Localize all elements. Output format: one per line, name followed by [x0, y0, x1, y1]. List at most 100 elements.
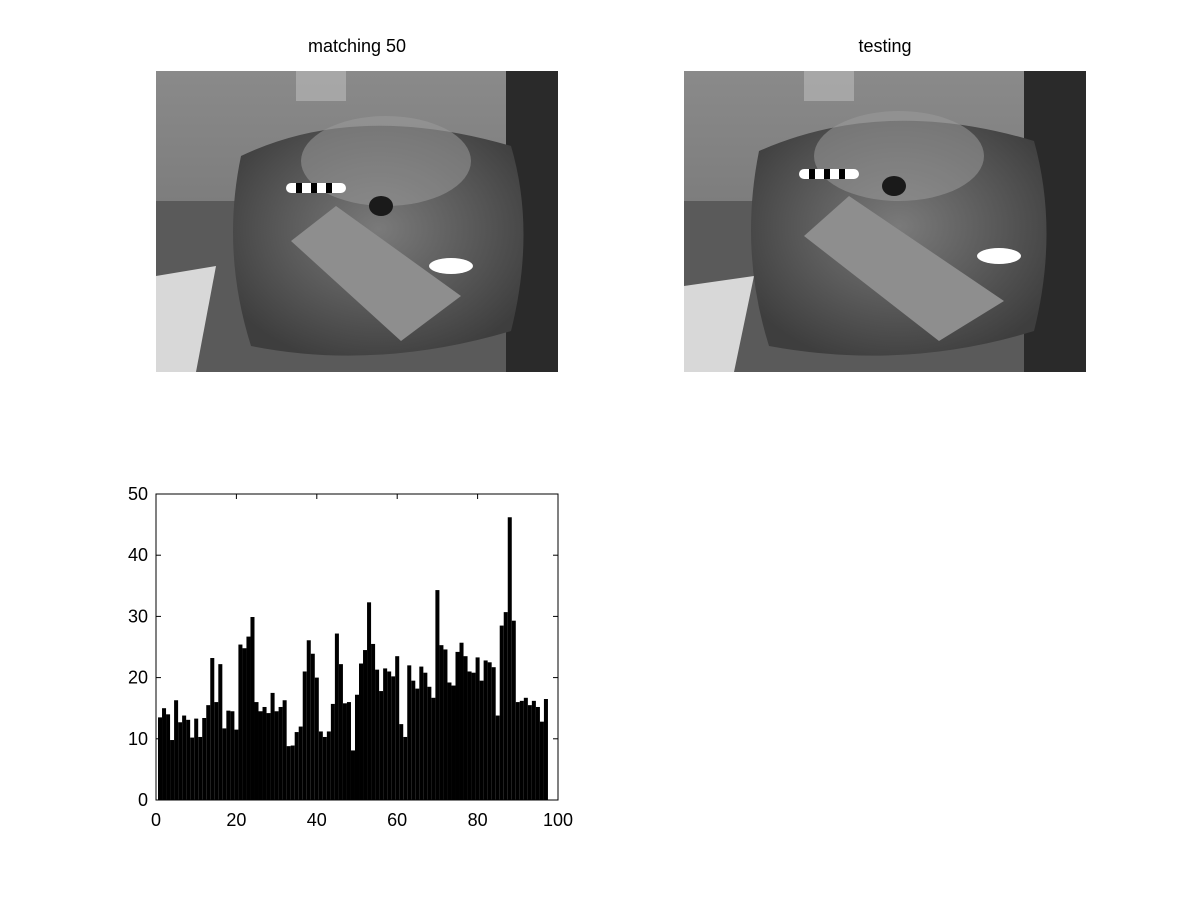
histogram-bar — [170, 740, 175, 800]
histogram-bar — [314, 677, 319, 800]
histogram-bar — [270, 692, 275, 800]
histogram-bar — [194, 718, 199, 800]
histogram-bar — [419, 666, 424, 800]
x-tick-label: 40 — [307, 810, 327, 830]
x-tick-label: 60 — [387, 810, 407, 830]
histogram-bar — [455, 651, 460, 800]
x-tick-label: 0 — [151, 810, 161, 830]
histogram-bar — [346, 702, 351, 800]
y-tick-label: 10 — [128, 729, 148, 749]
histogram-bar — [278, 706, 283, 800]
histogram-bar — [250, 617, 255, 800]
histogram-bar — [475, 657, 480, 800]
histogram-bar — [367, 602, 372, 800]
histogram-bar — [210, 658, 215, 800]
histogram-bar — [186, 719, 191, 800]
histogram-bar — [302, 671, 307, 800]
y-tick-label: 20 — [128, 668, 148, 688]
histogram-bar — [403, 736, 408, 800]
histogram-bar — [350, 750, 355, 800]
matching-image — [156, 71, 558, 372]
histogram-bar — [182, 715, 187, 800]
histogram-bar — [334, 633, 339, 800]
histogram-bar — [451, 685, 456, 800]
histogram-bar — [483, 660, 488, 800]
histogram-bar — [290, 745, 295, 800]
y-tick-label: 30 — [128, 606, 148, 626]
histogram-bar — [274, 711, 279, 800]
histogram-bar — [354, 694, 360, 800]
histogram-bar — [310, 653, 315, 800]
histogram-bar — [190, 737, 195, 800]
histogram-bar — [511, 620, 516, 800]
histogram-bar — [238, 644, 243, 800]
histogram-bar — [447, 682, 452, 800]
histogram-bar — [375, 669, 380, 800]
histogram-bar — [198, 736, 203, 800]
histogram-bar — [415, 688, 420, 800]
histogram-bar — [234, 729, 239, 800]
histogram-bar — [218, 664, 223, 800]
histogram-bar — [158, 717, 163, 800]
histogram-bar — [214, 702, 219, 800]
histogram-bar — [371, 643, 376, 800]
histogram-bar — [459, 642, 464, 800]
histogram-bar — [487, 662, 492, 800]
histogram-bar — [226, 710, 231, 800]
histogram-bar — [523, 697, 528, 800]
histogram-bar — [495, 715, 500, 800]
histogram-bar — [515, 702, 520, 800]
histogram-bar — [411, 680, 416, 800]
histogram-bar — [387, 671, 392, 800]
histogram-bar — [282, 700, 287, 800]
histogram-bar — [166, 714, 171, 800]
histogram-bar — [391, 676, 396, 800]
histogram-bar — [491, 667, 496, 800]
histogram-bar — [222, 728, 227, 800]
histogram-bar — [298, 726, 303, 800]
x-tick-label: 80 — [468, 810, 488, 830]
histogram-bar — [395, 656, 400, 800]
histogram-bar — [423, 672, 428, 800]
x-tick-label: 20 — [226, 810, 246, 830]
histogram-bar — [266, 713, 271, 800]
histogram-bar — [162, 708, 167, 800]
histogram-bar — [519, 700, 524, 800]
histogram-bar — [174, 700, 179, 800]
histogram-bar — [254, 702, 259, 800]
histogram-bar — [531, 700, 536, 800]
histogram-bar — [242, 648, 247, 800]
histogram-bar — [322, 736, 327, 800]
histogram-bar — [431, 697, 436, 800]
histogram-bar — [383, 668, 388, 800]
histogram-bar — [399, 724, 404, 800]
histogram-bar — [463, 656, 468, 800]
title-matching: matching 50 — [307, 36, 407, 56]
histogram-bar — [467, 671, 472, 800]
title-testing: testing — [858, 36, 912, 56]
histogram-bar — [435, 590, 440, 800]
axes-box — [155, 493, 559, 801]
histogram-bar — [427, 686, 432, 800]
histogram-bar — [294, 732, 299, 800]
histogram-bar — [503, 612, 508, 800]
testing-image — [684, 71, 1086, 372]
histogram-bar — [338, 664, 343, 800]
histogram-bar — [246, 636, 251, 800]
histogram-bar — [471, 672, 476, 800]
histogram-bar — [407, 665, 412, 800]
histogram-bar — [178, 722, 183, 800]
histogram-bar — [539, 721, 544, 800]
histogram-bar — [439, 645, 444, 800]
y-tick-label: 40 — [128, 545, 148, 565]
histogram-bar — [535, 706, 540, 800]
histogram-bar — [206, 705, 211, 800]
histogram-bar — [326, 731, 331, 800]
histogram-bar — [379, 691, 384, 800]
histogram-bar — [330, 703, 335, 800]
histogram-bar — [318, 731, 323, 800]
y-tick-label: 0 — [138, 790, 148, 810]
histogram-bar — [359, 663, 364, 800]
histogram-bar — [507, 517, 512, 800]
